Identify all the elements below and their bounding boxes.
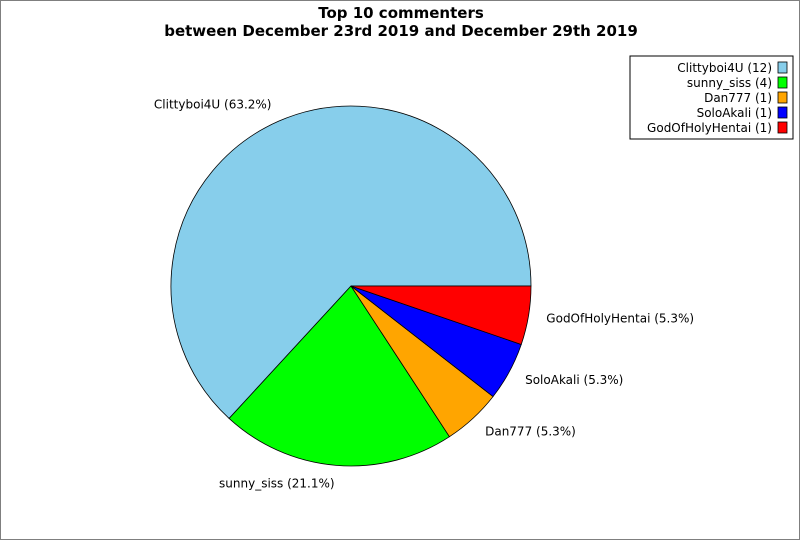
legend-swatch-clittyboi4u [777,61,788,74]
legend-label-clittyboi4u: Clittyboi4U (12) [677,61,772,75]
legend-label-sunny-siss: sunny_siss (4) [687,76,772,90]
legend-label-soloakali: SoloAkali (1) [697,106,772,120]
pie-labels: Clittyboi4U (63.2%) sunny_siss (21.1%) Dan… [154,98,694,491]
slice-label-godofholyhentai: GodOfHolyHentai (5.3%) [546,312,694,326]
legend-swatch-soloakali [777,106,788,119]
chart-subtitle: between December 23rd 2019 and December … [164,22,638,40]
legend: Clittyboi4U (12)sunny_siss (4)Dan777 (1)… [629,55,794,140]
slice-label-soloakali: SoloAkali (5.3%) [525,373,623,387]
pie-slices [170,105,532,467]
pie-slice-clittyboi4u [170,105,532,419]
slice-label-dan777: Dan777 (5.3%) [485,425,576,439]
pie-slice-godofholyhentai [350,285,532,345]
slice-label-sunny-siss: sunny_siss (21.1%) [219,476,335,490]
pie-slice-sunny-siss [228,285,451,467]
legend-swatch-sunny-siss [777,76,788,89]
legend-label-dan777: Dan777 (1) [704,91,772,105]
legend-box [629,55,794,140]
slice-label-clittyboi4u: Clittyboi4U (63.2%) [154,98,272,112]
legend-swatch-dan777 [777,91,788,104]
chart-title: Top 10 commenters [318,4,484,22]
legend-label-godofholyhentai: GodOfHolyHentai (1) [647,121,772,135]
legend-swatch-godofholyhentai [777,121,788,134]
